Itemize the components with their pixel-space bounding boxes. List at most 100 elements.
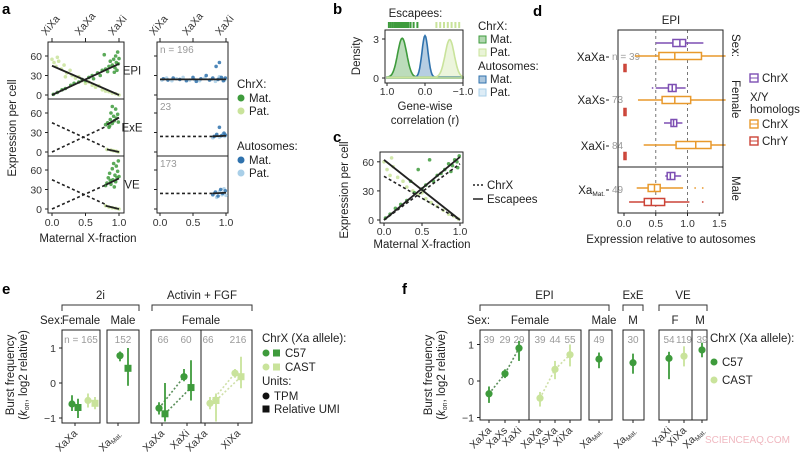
point-circle [206,399,214,407]
box [675,140,712,150]
sex-label: Female [62,315,100,327]
chrx-mat-point [116,120,121,124]
y-tick-label: −1 [44,413,56,425]
auto-mat-point [217,60,222,65]
chrx-mat-point [105,69,110,74]
point-square [161,410,169,418]
pat-point [389,156,394,160]
group-bracket [479,304,610,311]
x-tick-label: XaMat. [681,425,708,452]
chrx-pat-point [83,81,88,86]
legend-dot [237,107,245,115]
chrx-pat-point [62,63,66,67]
auto-mat-point [204,73,208,78]
outlier-point [694,187,697,189]
chrx-mat-point [111,57,116,62]
escapee-tick [402,22,405,28]
group-bracket [622,304,644,311]
escapees-line [383,156,461,221]
chrx-pat-point [63,75,68,79]
row-label-ve: VE [124,180,140,192]
connector-line [488,373,506,395]
x-axis-label: Maternal X-fraction [373,239,470,251]
pat-point [395,175,400,180]
legend-circle [710,358,718,366]
escapee-tick [391,22,394,28]
n-label: 66 [202,335,214,346]
connector-line [164,386,192,415]
panel-b-frame [384,29,464,84]
chrx-mat-point [114,164,119,168]
x-tick-label: 0.5 [648,218,663,230]
y-tick-label: 30 [30,71,42,83]
escapee-tick [439,22,442,28]
x-tick-label: 1.0 [680,218,695,230]
n-label: 216 [230,335,247,346]
chrx-mat-point [107,171,112,176]
point-square [124,364,132,372]
escapee-tick [395,22,398,28]
x-tick-label: XiXa [219,428,243,452]
facet-frame [588,329,613,421]
y-axis-label: Expression per cell [7,79,19,176]
legend-item-c57: C57 [722,357,743,369]
legend-item: Mat. [249,155,271,167]
n-label: n = 39 [612,52,641,63]
top-tick-label: XaXi [106,13,129,38]
chrx-mat-point [116,159,121,163]
y-tick-label: 60 [30,108,42,120]
chrx-mat-point [112,185,117,189]
escapee-tick [412,22,415,28]
y-tick-label: 1 [468,340,474,352]
facet-frame [200,329,253,424]
x-tick-label: 1.5 [712,218,727,230]
row-label: XaXs [578,95,606,107]
sex-label: M [628,315,638,327]
chrx-pat-point [52,60,56,65]
legend-title: ChrX (Xa allele): [262,333,346,345]
group-bracket [658,304,708,311]
box [658,51,703,61]
legend-title: ChrX (Xa allele): [710,333,794,345]
y-tick-label: 60 [30,51,42,63]
top-tick-label: XaXa [180,10,206,38]
x-tick-label: XaXa [140,428,167,452]
chrx-mat-point [106,176,111,180]
chrx-fit-line [51,125,108,153]
chrx-mat-point [107,124,112,128]
escapees-line [383,159,461,221]
auto-mat-point [219,75,224,80]
top-tick-label: XaXi [213,13,236,38]
y-tick-label: 0 [36,204,42,216]
legend-autosomes-title: Autosomes: [237,141,298,153]
auto-mat-point [218,187,223,192]
chrx-mat-point [91,76,96,81]
n-label: 119 [676,335,692,346]
chrx-fit-line [51,184,106,210]
chrx-pat-point [55,55,60,60]
y-tick-label: 0 [36,90,42,102]
legend-swatch [478,35,487,44]
n-label: 39 [534,335,546,346]
x-axis-label: Expression relative to autosomes [586,234,756,246]
escapee-tick [396,22,399,28]
legend-square [273,363,280,371]
n-label: 23 [160,102,172,113]
x-axis-label: Maternal X-fraction [39,233,136,245]
chrx-mat-point [115,112,120,117]
auto-pat-point [181,75,185,80]
x-tick-label: 1.0 [380,86,395,98]
group-bracket [151,304,253,311]
chrx-mat-point [108,117,113,122]
mat-point [416,167,421,172]
chrx-fit-line [51,179,106,206]
auto-mat-point [194,79,199,84]
legend-circle [262,363,270,371]
legend-circle [710,376,718,384]
y-tick-label: 0 [50,378,56,390]
x-tick-label: 0.0 [153,217,168,229]
auto-fit-line [212,134,227,138]
chrx-fit-line [106,148,120,153]
top-tick-label: XiXa [39,13,63,38]
top-tick-label: XiXa [147,13,171,38]
